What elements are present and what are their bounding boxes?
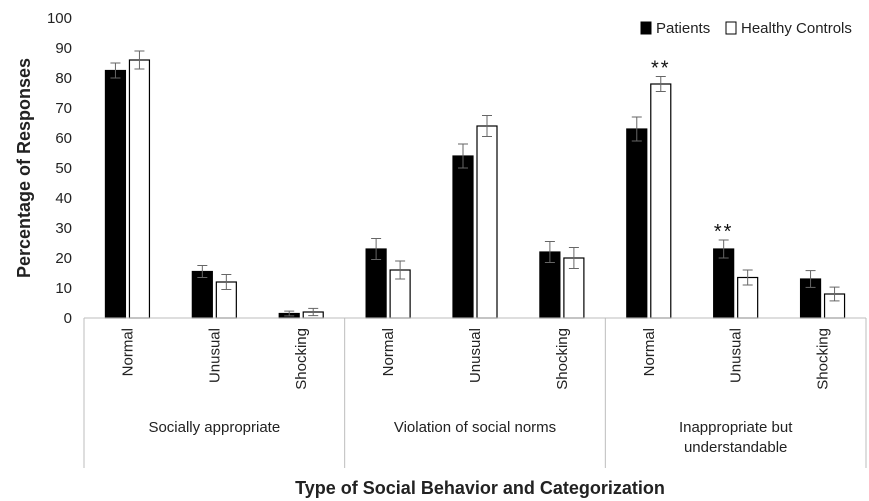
category-label: Unusual	[206, 328, 223, 383]
bar-healthy-controls	[476, 125, 498, 319]
legend-label-patients: Patients	[656, 20, 710, 37]
legend: Patients Healthy Controls	[640, 20, 852, 37]
category-label: Normal	[641, 328, 658, 376]
category-label: Unusual	[467, 328, 484, 383]
y-tick-label: 100	[47, 10, 72, 27]
legend-label-healthy-controls: Healthy Controls	[741, 20, 852, 37]
y-tick-label: 80	[55, 70, 72, 87]
legend-swatch-patients	[640, 21, 652, 35]
category-label: Normal	[119, 328, 136, 376]
y-tick-label: 10	[55, 280, 72, 297]
group-label: Inappropriate but	[679, 419, 793, 436]
bar-patients	[191, 270, 213, 319]
significance-annotation: **	[651, 58, 671, 80]
y-tick-label: 30	[55, 220, 72, 237]
y-tick-label: 60	[55, 130, 72, 147]
group-label: understandable	[684, 439, 787, 456]
legend-swatch-healthy-controls	[725, 21, 737, 35]
y-tick-label: 50	[55, 160, 72, 177]
y-axis-title: Percentage of Responses	[14, 58, 34, 278]
bar-patients	[626, 128, 648, 319]
y-tick-label: 70	[55, 100, 72, 117]
category-label: Shocking	[554, 328, 571, 390]
significance-annotation: **	[714, 221, 734, 243]
bar-healthy-controls	[650, 83, 672, 319]
bar-patients	[452, 155, 474, 319]
group-label: Violation of social norms	[394, 419, 556, 436]
y-axis: 0 10 20 30 40 50 60 70 80 90 100	[47, 10, 72, 327]
x-axis-title: Type of Social Behavior and Categorizati…	[295, 478, 665, 498]
category-label: Unusual	[728, 328, 745, 383]
y-tick-label: 90	[55, 40, 72, 57]
bar-patients	[104, 69, 127, 319]
y-tick-label: 0	[64, 310, 72, 327]
bars: ** **	[104, 50, 846, 319]
bar-healthy-controls	[128, 59, 151, 319]
bar-patients	[713, 248, 735, 319]
x-axis: Normal Unusual Shocking Normal Unusual Shocki…	[83, 317, 867, 468]
group-label: Socially appropriate	[148, 419, 280, 436]
y-tick-label: 20	[55, 250, 72, 267]
category-label: Shocking	[815, 328, 832, 390]
category-label: Shocking	[293, 328, 310, 390]
y-tick-label: 40	[55, 190, 72, 207]
category-label: Normal	[380, 328, 397, 376]
